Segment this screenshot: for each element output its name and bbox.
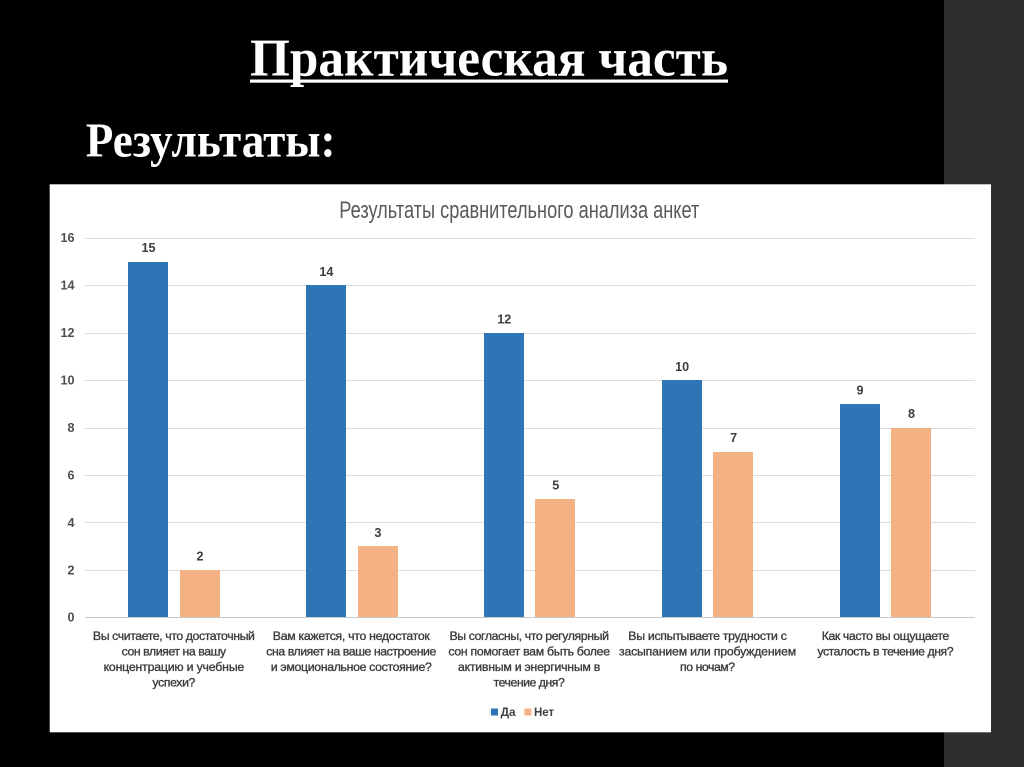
svg-text:4: 4 [67, 516, 74, 530]
svg-text:Да: Да [501, 707, 517, 719]
svg-text:сон влияет на вашу: сон влияет на вашу [122, 645, 227, 659]
svg-text:Вы считаете, что достаточный: Вы считаете, что достаточный [93, 629, 255, 643]
svg-text:сна влияет на ваше настроение: сна влияет на ваше настроение [266, 645, 436, 659]
svg-text:12: 12 [60, 326, 74, 340]
svg-text:2: 2 [67, 563, 74, 577]
svg-text:6: 6 [67, 468, 74, 482]
svg-text:9: 9 [857, 384, 864, 398]
svg-text:и эмоциональное состояние?: и эмоциональное состояние? [271, 660, 432, 674]
svg-text:Вы согласны, что регулярный: Вы согласны, что регулярный [449, 629, 609, 643]
svg-text:Результаты сравнительного анал: Результаты сравнительного анализа анкет [339, 198, 699, 224]
svg-text:Результаты:: Результаты: [86, 115, 336, 168]
svg-text:8: 8 [67, 421, 74, 435]
svg-text:активным и энергичным в: активным и энергичным в [458, 660, 600, 674]
svg-text:сон помогает вам быть более: сон помогает вам быть более [448, 645, 610, 659]
svg-text:успехи?: успехи? [152, 676, 195, 690]
svg-text:Вы испытываете трудности с: Вы испытываете трудности с [628, 629, 787, 643]
svg-text:10: 10 [675, 360, 689, 374]
svg-text:2: 2 [196, 550, 203, 564]
svg-text:7: 7 [730, 431, 737, 445]
svg-text:12: 12 [497, 312, 511, 326]
svg-text:Практическая часть: Практическая часть [250, 30, 728, 88]
svg-text:усталость в течение дня?: усталость в течение дня? [817, 645, 953, 659]
svg-text:течение дня?: течение дня? [494, 676, 565, 690]
svg-text:8: 8 [908, 407, 915, 421]
svg-text:14: 14 [60, 279, 74, 293]
svg-text:Нет: Нет [534, 707, 555, 719]
svg-text:Вам кажется, что недостаток: Вам кажется, что недостаток [273, 629, 431, 643]
svg-text:0: 0 [67, 611, 74, 625]
svg-text:16: 16 [60, 231, 74, 245]
svg-text:концентрацию и учебные: концентрацию и учебные [104, 660, 245, 674]
svg-text:по ночам?: по ночам? [680, 660, 735, 674]
svg-text:10: 10 [60, 374, 74, 388]
svg-text:5: 5 [552, 479, 559, 493]
svg-text:Как часто вы ощущаете: Как часто вы ощущаете [822, 629, 950, 643]
svg-text:засыпанием или пробуждением: засыпанием или пробуждением [619, 645, 796, 659]
svg-text:3: 3 [374, 526, 381, 540]
svg-text:14: 14 [319, 265, 333, 279]
svg-text:15: 15 [141, 241, 155, 255]
